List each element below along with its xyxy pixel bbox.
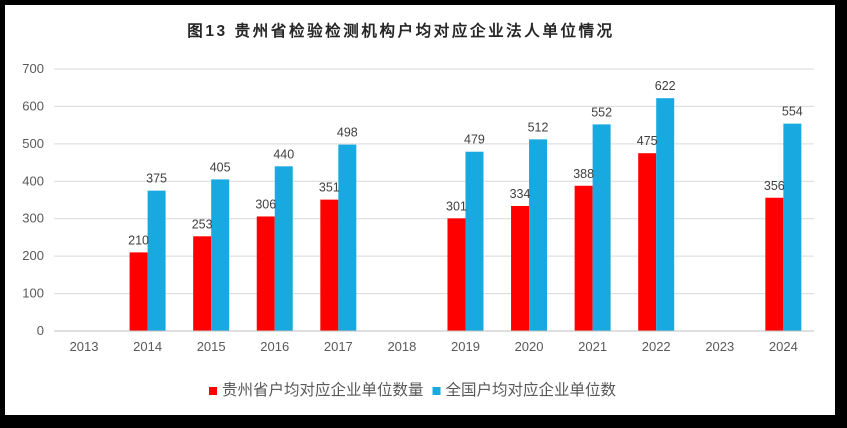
svg-text:375: 375 bbox=[146, 172, 167, 186]
svg-text:306: 306 bbox=[255, 197, 276, 211]
svg-text:2015: 2015 bbox=[197, 339, 226, 354]
svg-text:2017: 2017 bbox=[324, 339, 353, 354]
svg-text:512: 512 bbox=[528, 120, 549, 134]
svg-text:405: 405 bbox=[210, 160, 231, 174]
svg-text:2021: 2021 bbox=[578, 339, 607, 354]
svg-text:479: 479 bbox=[464, 133, 485, 147]
svg-text:388: 388 bbox=[573, 167, 594, 181]
svg-text:全国户均对应企业单位数: 全国户均对应企业单位数 bbox=[446, 380, 617, 399]
svg-text:2013: 2013 bbox=[70, 339, 99, 354]
svg-text:2022: 2022 bbox=[642, 339, 671, 354]
svg-text:622: 622 bbox=[655, 79, 676, 93]
svg-text:2019: 2019 bbox=[451, 339, 480, 354]
svg-text:2016: 2016 bbox=[260, 339, 289, 354]
svg-text:2018: 2018 bbox=[387, 339, 416, 354]
svg-text:356: 356 bbox=[764, 179, 785, 193]
svg-text:2023: 2023 bbox=[705, 339, 734, 354]
svg-text:334: 334 bbox=[510, 187, 531, 201]
svg-text:301: 301 bbox=[446, 199, 467, 213]
svg-text:552: 552 bbox=[591, 105, 612, 119]
svg-text:351: 351 bbox=[319, 181, 340, 195]
svg-text:贵州省户均对应企业单位数量: 贵州省户均对应企业单位数量 bbox=[222, 380, 424, 399]
svg-text:475: 475 bbox=[637, 134, 658, 148]
svg-text:400: 400 bbox=[22, 173, 44, 188]
svg-text:100: 100 bbox=[22, 286, 44, 301]
svg-text:2014: 2014 bbox=[133, 339, 162, 354]
svg-text:253: 253 bbox=[192, 217, 213, 231]
svg-text:300: 300 bbox=[22, 211, 44, 226]
svg-text:0: 0 bbox=[37, 323, 44, 338]
svg-text:554: 554 bbox=[782, 105, 803, 119]
svg-text:498: 498 bbox=[337, 126, 358, 140]
svg-text:210: 210 bbox=[128, 233, 149, 247]
svg-text:700: 700 bbox=[22, 61, 44, 76]
svg-text:2020: 2020 bbox=[515, 339, 544, 354]
svg-text:500: 500 bbox=[22, 136, 44, 151]
svg-text:600: 600 bbox=[22, 98, 44, 113]
svg-text:2024: 2024 bbox=[769, 339, 798, 354]
svg-text:440: 440 bbox=[273, 147, 294, 161]
svg-text:200: 200 bbox=[22, 248, 44, 263]
